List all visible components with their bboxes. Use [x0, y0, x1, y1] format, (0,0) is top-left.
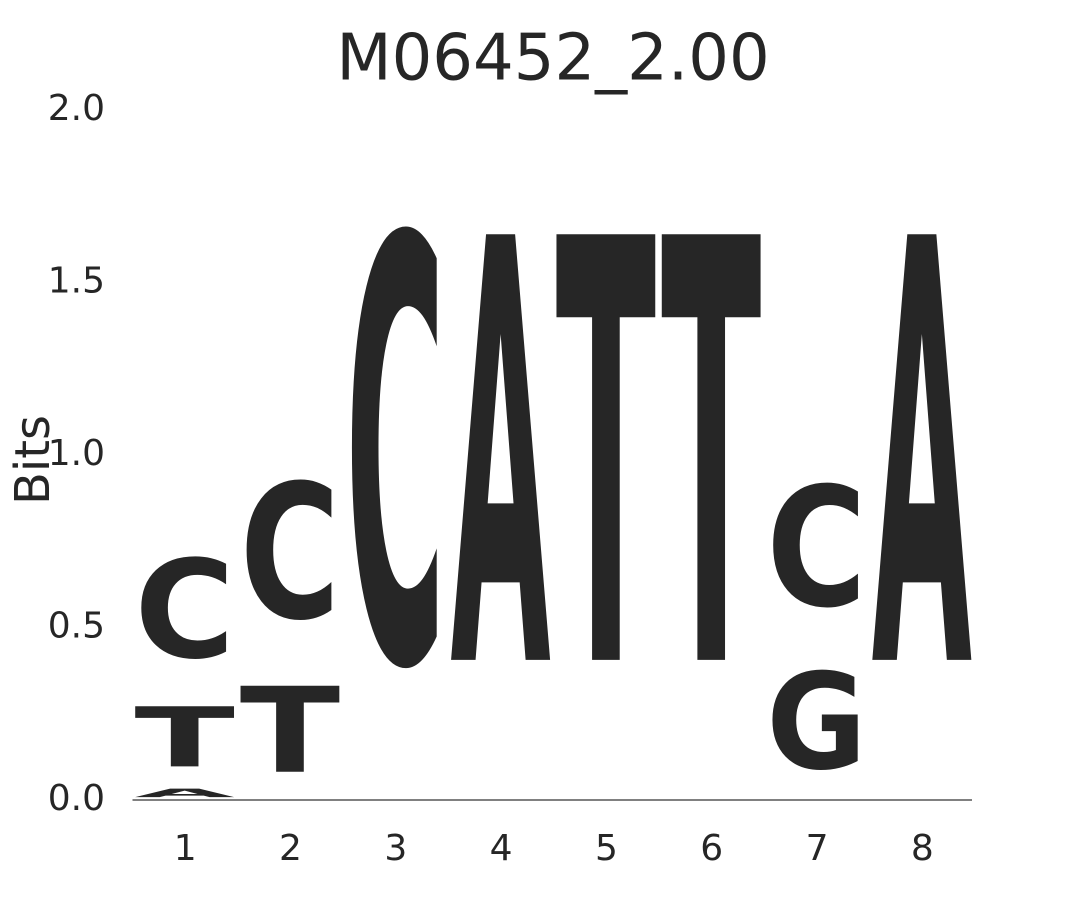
letter: A [450, 117, 551, 798]
letter: C [766, 452, 866, 645]
letter: C [345, 117, 445, 797]
letter: T [556, 120, 657, 799]
letter: T [135, 690, 235, 786]
x-tick-label: 4 [490, 828, 513, 869]
y-tick-label: 0.5 [48, 606, 105, 647]
chart-title: M06452_2.00 [336, 22, 769, 96]
y-tick-label: 0.0 [48, 778, 105, 819]
letter: A [872, 117, 973, 798]
letter: A [135, 786, 235, 800]
x-tick-label: 8 [911, 828, 934, 869]
y-tick-label: 1.0 [48, 433, 105, 474]
letter: G [766, 646, 866, 800]
x-tick-label: 1 [174, 828, 197, 869]
x-tick-label: 2 [279, 828, 302, 869]
x-tick-label: 5 [595, 828, 618, 869]
letter: T [240, 663, 340, 800]
letter: C [135, 533, 235, 690]
y-axis-label: Bits [5, 415, 61, 505]
letter: T [661, 120, 762, 799]
y-tick-label: 2.0 [48, 88, 105, 129]
x-tick-label: 6 [700, 828, 723, 869]
y-tick-label: 1.5 [48, 261, 105, 302]
x-tick-label: 3 [384, 828, 407, 869]
x-tick-label: 7 [806, 828, 829, 869]
letter: C [240, 447, 340, 662]
